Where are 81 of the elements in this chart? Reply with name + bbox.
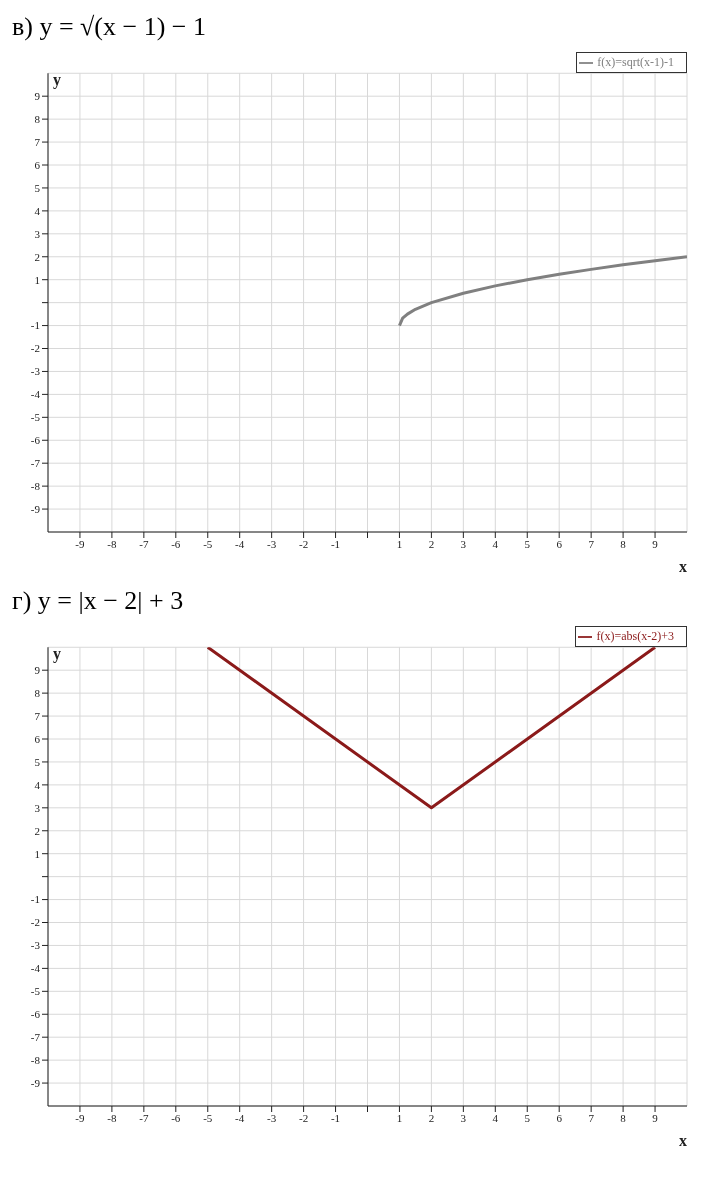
x-tick-label: 8 [620, 1111, 627, 1124]
line-series [397, 255, 687, 328]
y-tick-label: -9 [30, 502, 41, 515]
y-tick-label: -6 [30, 434, 41, 447]
x-tick-label: 2 [428, 1111, 435, 1124]
x-tick-label: 1 [396, 1111, 403, 1124]
x-tick-label: 7 [588, 1111, 595, 1124]
y-tick-label: 8 [34, 687, 41, 700]
y-tick-label: 3 [34, 801, 41, 814]
x-axis-title: x [679, 558, 687, 575]
y-tick-label: -1 [30, 319, 40, 332]
y-tick-label: 6 [34, 732, 41, 745]
x-tick-label: -6 [171, 1111, 181, 1124]
y-tick-label: 2 [34, 824, 40, 837]
x-tick-label: -9 [75, 1111, 86, 1124]
y-tick-label: 6 [34, 158, 41, 171]
x-tick-label: 3 [460, 1111, 467, 1124]
y-tick-label: 3 [34, 227, 41, 240]
y-tick-label: -2 [30, 916, 40, 929]
y-tick-label: -5 [30, 411, 41, 424]
y-tick-label: 9 [34, 90, 41, 103]
y-tick-label: -1 [30, 893, 40, 906]
x-tick-label: -8 [107, 537, 117, 550]
y-tick-label: -6 [30, 1008, 41, 1021]
y-tick-label: 5 [34, 181, 41, 194]
y-axis-title: y [53, 644, 61, 663]
y-tick-label: 1 [34, 273, 40, 286]
chart-title: в) y = √(x − 1) − 1 [11, 11, 207, 42]
x-tick-label: 1 [396, 537, 403, 550]
x-tick-label: 4 [492, 537, 499, 550]
y-tick-label: -2 [30, 342, 40, 355]
y-tick-label: 8 [34, 113, 41, 126]
x-tick-label: -5 [203, 537, 213, 550]
x-tick-label: -7 [139, 537, 149, 550]
y-tick-label: 5 [34, 755, 41, 768]
x-tick-label: -8 [107, 1111, 117, 1124]
chart-title: г) y = |x − 2| + 3 [11, 585, 185, 616]
y-tick-label: -7 [30, 457, 41, 470]
y-tick-label: 1 [34, 847, 40, 860]
x-tick-label: -6 [171, 537, 181, 550]
x-tick-label: 3 [460, 537, 467, 550]
x-tick-label: -7 [139, 1111, 149, 1124]
y-tick-label: -8 [30, 480, 41, 493]
x-tick-label: -1 [330, 1111, 341, 1124]
x-axis-title: x [679, 1132, 687, 1149]
y-tick-label: 9 [34, 664, 41, 677]
legend-label: f(x)=sqrt(x-1)-1 [597, 55, 674, 69]
x-tick-label: 5 [524, 1111, 531, 1124]
x-tick-label: 8 [620, 537, 627, 550]
x-tick-label: -4 [235, 537, 245, 550]
x-tick-label: 5 [524, 537, 531, 550]
x-tick-label: -3 [267, 537, 277, 550]
y-tick-label: -5 [30, 985, 41, 998]
x-tick-label: 6 [556, 1111, 563, 1124]
x-tick-label: -4 [235, 1111, 245, 1124]
y-tick-label: 4 [34, 204, 41, 217]
x-tick-label: -2 [299, 1111, 309, 1124]
y-tick-label: -4 [30, 962, 41, 975]
x-tick-label: -5 [203, 1111, 213, 1124]
y-tick-label: 7 [34, 135, 41, 148]
y-tick-label: 2 [34, 250, 40, 263]
x-tick-label: 4 [492, 1111, 499, 1124]
y-tick-label: -4 [30, 388, 41, 401]
y-tick-label: -3 [30, 365, 41, 378]
x-tick-label: 7 [588, 537, 595, 550]
y-tick-label: -3 [30, 939, 41, 952]
x-tick-label: 6 [556, 537, 563, 550]
y-tick-label: -7 [30, 1031, 41, 1044]
x-tick-label: -1 [330, 537, 341, 550]
x-tick-label: 9 [652, 1111, 659, 1124]
y-axis-title: y [53, 70, 61, 89]
x-tick-label: 9 [652, 537, 659, 550]
x-tick-label: -2 [299, 537, 309, 550]
y-tick-label: 4 [34, 778, 41, 791]
y-tick-label: 7 [34, 709, 41, 722]
y-tick-label: -9 [30, 1076, 41, 1089]
x-tick-label: -3 [267, 1111, 277, 1124]
y-tick-label: -8 [30, 1054, 41, 1067]
x-tick-label: -9 [75, 537, 86, 550]
x-tick-label: 2 [428, 537, 435, 550]
legend-label: f(x)=abs(x-2)+3 [596, 629, 674, 643]
